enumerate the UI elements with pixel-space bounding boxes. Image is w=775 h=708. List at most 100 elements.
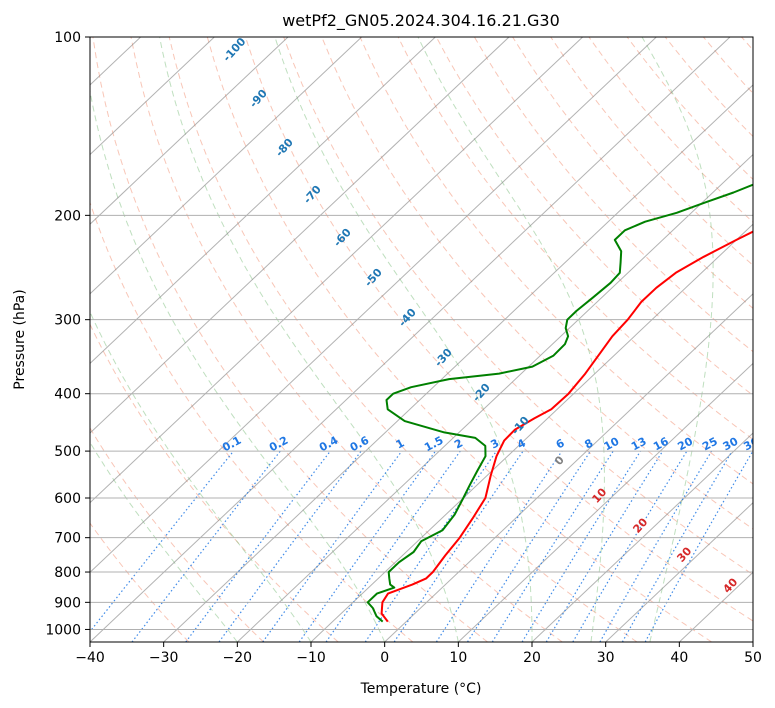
mixing-ratio-line [298, 450, 436, 642]
mixing-ratio-line [621, 450, 733, 642]
x-tick-label: 20 [523, 650, 541, 666]
y-tick-label: 800 [54, 565, 81, 581]
mixing-ratio-label: 36 [741, 435, 761, 454]
mixing-ratio-line [435, 450, 563, 642]
isotherm-line [90, 37, 510, 434]
x-tick-label: −40 [75, 650, 105, 666]
mixing-ratio-line [185, 450, 331, 642]
isotherm-line [605, 502, 753, 642]
y-tick-label: 500 [54, 444, 81, 460]
isotherm-line [90, 37, 731, 642]
dry-adiabat-label: -40 [396, 306, 419, 330]
y-tick-label: 300 [54, 313, 81, 329]
dry-adiabat-line [90, 201, 414, 642]
dry-adiabat-line [130, 37, 563, 642]
dry-adiabat-label: 0 [552, 453, 567, 468]
dry-adiabat-line [550, 37, 753, 266]
dry-adiabat-label: -60 [331, 226, 354, 250]
x-tick-label: 10 [449, 650, 467, 666]
mixing-ratio-line [545, 450, 664, 642]
isotherm-line [90, 37, 584, 504]
y-tick-label: 900 [54, 595, 81, 611]
x-tick-label: 0 [380, 650, 389, 666]
isotherm-line [0, 37, 67, 642]
temperature-profile-line [380, 230, 753, 623]
dry-adiabat-label: -80 [273, 136, 296, 160]
x-tick-label: 50 [744, 650, 762, 666]
mixing-ratio-label: 20 [675, 435, 695, 454]
moist-adiabat-line [90, 88, 386, 642]
isotherm-line [236, 153, 753, 642]
isotherm-line [90, 37, 363, 295]
mixing-ratio-label: 10 [602, 435, 622, 454]
dry-adiabat-line [512, 37, 753, 309]
dry-adiabat-line [92, 37, 488, 642]
mixing-ratio-label: 8 [582, 436, 595, 451]
mixing-ratio-line [364, 450, 497, 642]
mixing-ratio-label: 6 [554, 436, 567, 451]
dry-adiabat-line [168, 37, 638, 642]
x-tick-label: −10 [296, 650, 326, 666]
moist-adiabat-line [90, 441, 238, 642]
y-tick-label: 200 [54, 208, 81, 224]
y-tick-label: 600 [54, 491, 81, 507]
dry-adiabat-line [206, 37, 712, 642]
mixing-ratio-line [491, 450, 614, 642]
dry-adiabat-line [435, 37, 753, 396]
x-axis: −40 −30 −20 −10 0 10 20 30 40 50 [75, 642, 762, 666]
dewpoint-profile-line [366, 183, 753, 623]
y-tick-label: 400 [54, 387, 81, 403]
moist-adiabat-line [274, 37, 533, 642]
background-lines [0, 37, 753, 642]
mixing-ratio-label: 16 [651, 435, 671, 454]
y-tick-label: 700 [54, 531, 81, 547]
mixing-ratio-label: 2 [452, 436, 465, 451]
series-layer [366, 183, 753, 623]
y-tick-label: 1000 [45, 622, 81, 638]
dry-adiabat-label: -90 [247, 87, 270, 111]
isotherm-line [310, 223, 753, 642]
x-tick-label: −20 [223, 650, 253, 666]
isotherm-line [90, 37, 289, 225]
dry-adiabat-label: 30 [674, 544, 694, 564]
isotherm-line [384, 293, 753, 642]
pressure-grid [90, 37, 753, 630]
x-tick-label: 30 [597, 650, 615, 666]
y-axis-label: Pressure (hPa) [12, 289, 28, 389]
dry-adiabat-line [473, 37, 753, 353]
x-tick-label: 40 [670, 650, 688, 666]
dry-adiabat-label: -50 [362, 266, 385, 290]
chart-title: wetPf2_GN05.2024.304.16.21.G30 [282, 11, 560, 31]
mixing-ratio-label: 30 [721, 435, 741, 454]
isotherm-line [90, 37, 215, 156]
dry-adiabat-label: 40 [720, 575, 740, 595]
x-tick-label: −30 [149, 650, 179, 666]
dry-adiabat-line [90, 522, 190, 642]
dry-adiabat-line [283, 37, 753, 576]
dry-adiabat-line [359, 37, 753, 485]
x-axis-label: Temperature (°C) [360, 681, 482, 697]
isotherm-line [531, 432, 753, 642]
isotherm-line [752, 641, 753, 642]
mixing-ratio-line [393, 450, 524, 642]
mixing-ratio-line [599, 450, 713, 642]
dry-adiabat-label: -30 [432, 346, 455, 370]
mixing-ratio-line [466, 450, 591, 642]
dry-adiabat-line [703, 37, 753, 94]
mixing-ratio-line [218, 450, 362, 642]
dry-adiabat-line [90, 323, 339, 642]
isotherm-line [457, 362, 753, 642]
dry-adiabat-line [90, 427, 264, 642]
moist-adiabat-line [641, 37, 714, 642]
isotherm-line [163, 84, 753, 642]
y-axis: 1000 900 800 700 600 500 400 300 200 100 [45, 30, 90, 638]
mixing-ratio-label: 13 [629, 435, 649, 454]
isotherm-line [90, 37, 436, 365]
mixing-ratio-line [131, 450, 281, 642]
moist-adiabat-line [417, 37, 605, 642]
moist-adiabat-line [90, 310, 312, 642]
mixing-ratio-line [90, 450, 234, 633]
dry-adiabat-label: -10 [509, 414, 532, 438]
dry-adiabat-line [397, 37, 753, 440]
